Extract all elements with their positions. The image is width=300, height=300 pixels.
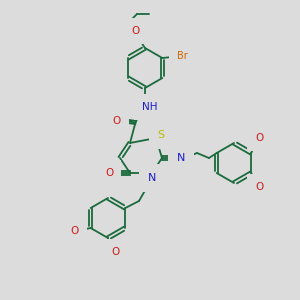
Text: O: O <box>131 26 139 36</box>
Text: O: O <box>112 116 121 125</box>
Text: N: N <box>148 173 156 183</box>
Text: O: O <box>255 133 263 143</box>
Text: S: S <box>158 130 165 140</box>
Text: Br: Br <box>177 51 188 61</box>
Text: O: O <box>105 168 113 178</box>
Text: N: N <box>177 153 185 163</box>
Text: O: O <box>255 182 263 192</box>
Text: O: O <box>111 247 119 257</box>
Text: O: O <box>70 226 79 236</box>
Text: NH: NH <box>142 102 158 112</box>
